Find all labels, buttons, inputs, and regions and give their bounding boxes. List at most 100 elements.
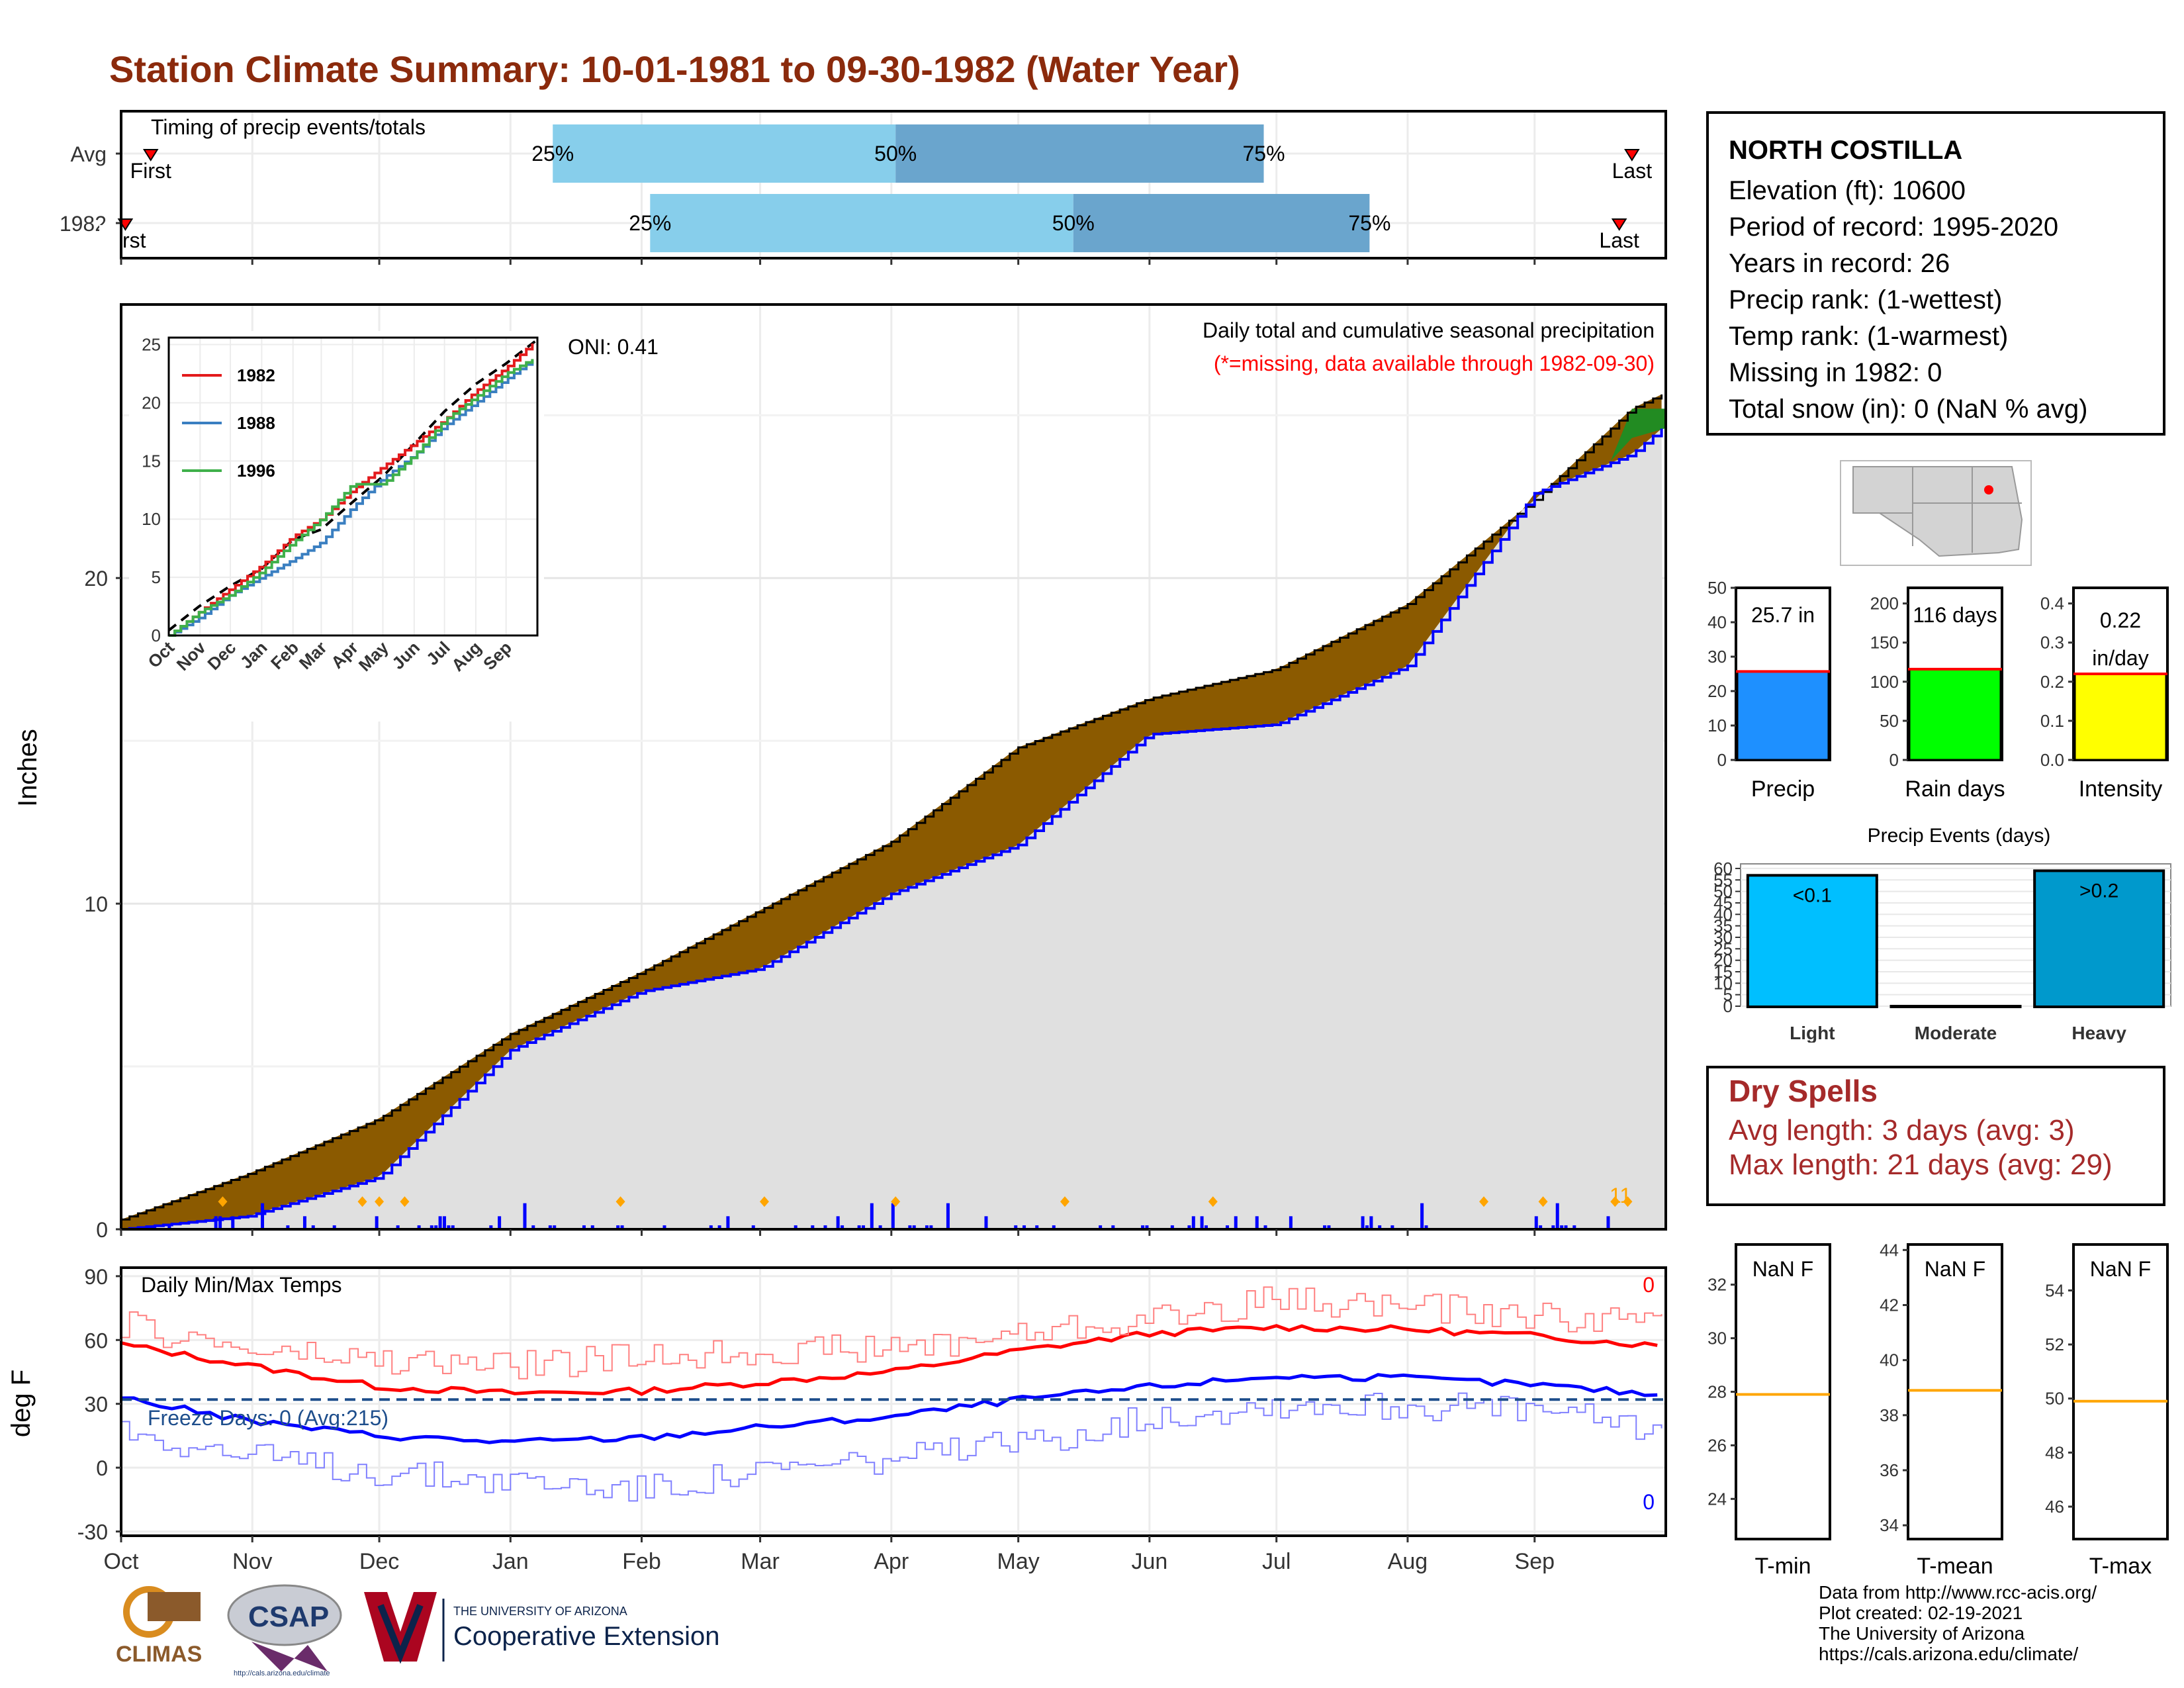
temp-box-category: T-min: [1755, 1554, 1811, 1579]
max-count: 0: [1643, 1273, 1655, 1297]
daily-precip-bar: [311, 1225, 315, 1229]
station-line: Missing in 1982: 0: [1729, 358, 1942, 387]
summary-ytick: 20: [1707, 681, 1727, 701]
temp-box-category: T-max: [2089, 1554, 2152, 1579]
daily-precip-bar: [836, 1216, 840, 1229]
temp-box-ytick: 26: [1707, 1435, 1727, 1455]
first-label: First: [130, 159, 171, 183]
event-marker: [759, 1196, 769, 1207]
daily-precip-bar: [946, 1203, 950, 1229]
daily-precip-bar: [167, 1225, 171, 1229]
summary-ytick: 0.1: [2040, 711, 2064, 731]
temp-box-ytick: 44: [1880, 1240, 1899, 1260]
event-bar-label: <0.1: [1793, 884, 1832, 906]
events-ytick: 25: [1713, 939, 1733, 959]
summary-value-label: 25.7 in: [1751, 603, 1815, 627]
temps-panel: Freeze Days: 0 (Avg:215) Daily Min/Max Te…: [7, 1265, 1667, 1574]
daily-precip-bar: [332, 1225, 336, 1229]
daily-precip-bar: [302, 1216, 306, 1229]
temp-box-ytick: 32: [1707, 1275, 1727, 1295]
credit-line: Plot created: 02-19-2021: [1819, 1603, 2023, 1623]
daily-precip-bar: [925, 1225, 929, 1229]
event-bar: [2033, 869, 2165, 1008]
daily-precip-bar: [1023, 1225, 1026, 1229]
events-ytick: 35: [1713, 916, 1733, 936]
events-ytick: 20: [1713, 951, 1733, 970]
daily-precip-bar: [620, 1225, 624, 1229]
daily-precip-bar: [1255, 1216, 1259, 1229]
inset-ytick: 20: [142, 393, 161, 412]
daily-precip-bar: [523, 1203, 527, 1229]
event-bar: [1746, 874, 1878, 1008]
temp-box-ytick: 40: [1880, 1350, 1899, 1370]
daily-precip-bar: [862, 1225, 866, 1229]
csap-logo-text: CSAP: [248, 1601, 329, 1633]
summary-ytick: 30: [1707, 647, 1727, 667]
daily-precip-bar: [1323, 1225, 1327, 1229]
daily-precip-bar: [891, 1203, 895, 1229]
summary-bar: [1908, 668, 2002, 761]
daily-precip-bar: [841, 1225, 844, 1229]
daily-precip-bar: [375, 1216, 379, 1229]
summary-bar: [2073, 673, 2167, 761]
daily-precip-bar: [1420, 1203, 1424, 1229]
ua-big-text: Cooperative Extension: [453, 1622, 719, 1651]
inset-ytick: 25: [142, 335, 161, 355]
daily-precip-bar: [261, 1203, 265, 1229]
summary-ytick: 0: [1889, 750, 1899, 770]
daily-precip-bar: [1327, 1225, 1331, 1229]
event-marker: [400, 1196, 410, 1207]
events-title: Precip Events (days): [1868, 825, 2051, 847]
temps-xtick: Jan: [492, 1549, 529, 1574]
summary-ytick: 50: [1880, 711, 1899, 731]
events-ytick: 10: [1713, 973, 1733, 993]
daily-precip-bar: [1191, 1216, 1195, 1229]
daily-precip-bar: [1564, 1225, 1568, 1229]
inset-series-line: [169, 359, 534, 637]
daily-precip-bar: [1035, 1225, 1039, 1229]
summary-ytick: 0: [1717, 750, 1727, 770]
precip-missing-note: (*=missing, data available through 1982-…: [1214, 352, 1655, 375]
daily-precip-bar: [1225, 1225, 1229, 1229]
temp-box-ytick: 54: [2045, 1280, 2064, 1300]
daily-precip-bar: [823, 1225, 827, 1229]
daily-precip-bar: [929, 1225, 933, 1229]
summary-ytick: 0.2: [2040, 672, 2064, 692]
daily-precip-bar: [531, 1225, 535, 1229]
daily-precip-bar: [1365, 1225, 1369, 1229]
summary-category: Rain days: [1905, 776, 2005, 801]
summary-ytick: 40: [1707, 612, 1727, 632]
daily-precip-bar: [218, 1216, 222, 1229]
daily-precip-bar: [1234, 1216, 1238, 1229]
daily-precip-bar: [1424, 1225, 1428, 1229]
daily-precip-bar: [1014, 1225, 1018, 1229]
cumulative-fill: [121, 428, 1666, 1230]
station-line: Temp rank: (1-warmest): [1729, 322, 2009, 351]
credit-line: The University of Arizona: [1819, 1623, 2025, 1644]
precip-ylabel: Inches: [13, 729, 42, 807]
temps-ytick: 0: [96, 1456, 108, 1480]
temp-box-ytick: 34: [1880, 1515, 1899, 1535]
first-marker: [142, 149, 159, 162]
temp-box-ytick: 42: [1880, 1295, 1899, 1315]
daily-precip-bar: [150, 1225, 154, 1229]
summary-value-label: 0.22: [2100, 608, 2141, 632]
temp-box-frame: [1735, 1243, 1831, 1540]
dry-spells-title: Dry Spells: [1729, 1074, 1878, 1108]
page-title: Station Climate Summary: 10-01-1981 to 0…: [109, 48, 1240, 90]
daily-precip-bar: [1263, 1225, 1267, 1229]
daily-precip-bar: [1187, 1225, 1191, 1229]
temp-box-value: NaN F: [1925, 1257, 1985, 1281]
event-bar-label: >0.2: [2079, 880, 2118, 902]
daily-precip-bar: [1551, 1225, 1555, 1229]
events-ytick: 0: [1723, 996, 1733, 1016]
event-marker: [1610, 1196, 1620, 1207]
dry-spells-box: Dry Spells Avg length: 3 days (avg: 3) M…: [1706, 1066, 2165, 1206]
daily-precip-bar: [662, 1225, 666, 1229]
summary-ytick: 10: [1707, 716, 1727, 735]
event-marker: [1538, 1196, 1548, 1207]
temp-box-frame: [1907, 1243, 2003, 1540]
daily-precip-bar: [1141, 1225, 1145, 1229]
locator-map: [1840, 460, 2032, 566]
